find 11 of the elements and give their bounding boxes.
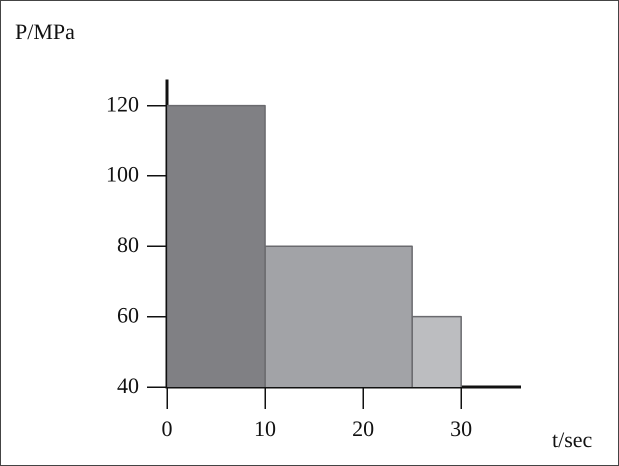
y-tick-label: 100 [106,162,139,187]
x-axis-title: t/sec [552,427,593,452]
x-tick-label: 0 [162,416,172,441]
y-tick-label: 80 [117,232,139,258]
x-tick-label: 30 [450,416,472,441]
x-tick-label: 20 [352,416,374,441]
y-tick-label: 120 [106,91,139,116]
x-tick-label: 10 [254,416,276,441]
y-axis-title: P/MPa [15,19,76,44]
y-tick-label: 40 [117,372,139,398]
y-tick-label: 60 [117,302,139,328]
